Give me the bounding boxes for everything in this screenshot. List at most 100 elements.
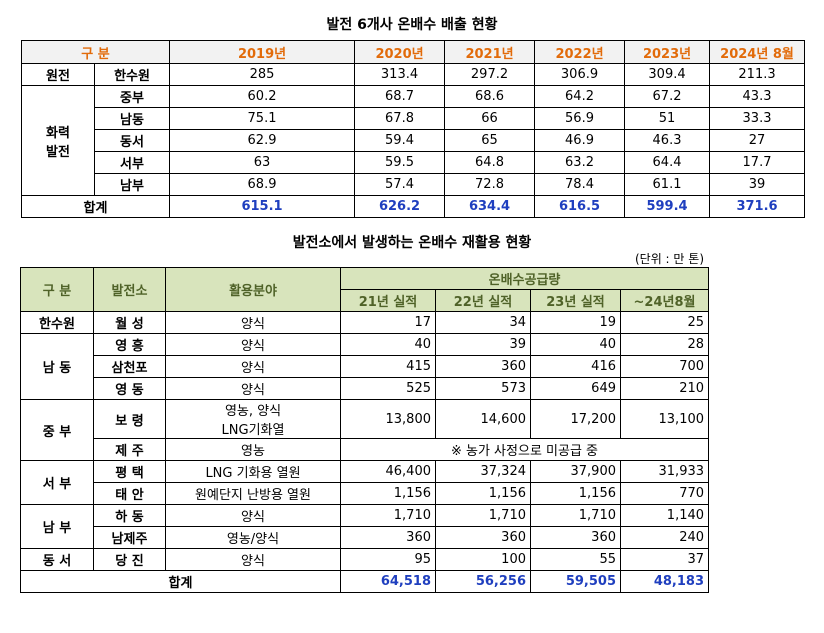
cell-line: 양식	[241, 383, 265, 398]
group-cell: 중 부	[20, 399, 94, 461]
total-cell: 56,256	[435, 570, 531, 593]
value-cell: 1,156	[530, 482, 621, 505]
use-cell: 양식	[165, 504, 341, 527]
header-cell: 2019년	[169, 40, 356, 64]
value-cell: 25	[619, 311, 710, 334]
data-row: 남부 68.9 57.4 72.8 78.4 61.1 39	[22, 173, 806, 196]
total-cell: 48,183	[619, 570, 710, 593]
group-cell: 남 동	[20, 333, 94, 400]
cell-line: 영농/양식	[226, 532, 280, 547]
group-cell: 한수원	[20, 311, 94, 334]
value-cell: 360	[435, 355, 531, 378]
header-cell: 22년 실적	[435, 289, 531, 312]
value-cell: 100	[435, 548, 531, 571]
value-cell: 285	[169, 63, 356, 86]
use-cell: 양식	[165, 377, 341, 400]
value-cell: 68.7	[354, 85, 446, 108]
total-cell: 626.2	[354, 195, 446, 218]
total-row: 합계 615.1 626.2 634.4 616.5 599.4 371.6	[20, 195, 806, 218]
value-cell: 39	[709, 173, 806, 196]
total-row: 합계 64,518 56,256 59,505 48,183	[20, 570, 710, 593]
data-row: 남제주 영농/양식 360 360 360 240	[21, 526, 710, 549]
header-cell: 온배수공급량	[339, 267, 710, 290]
value-cell: 60.2	[169, 85, 356, 108]
name-cell: 한수원	[93, 63, 171, 86]
value-cell: 62.9	[169, 129, 356, 152]
value-cell: 210	[619, 377, 710, 400]
data-row: 한수원 월 성 양식 17 34 19 25	[20, 311, 710, 334]
plant-cell: 삼천포	[93, 355, 166, 378]
value-cell: 1,710	[530, 504, 621, 527]
header-cell: 활용분야	[165, 267, 341, 312]
value-cell: 360	[435, 526, 531, 549]
cell-line: 화력	[46, 125, 70, 141]
value-cell: 770	[619, 482, 710, 505]
value-cell: 95	[340, 548, 436, 571]
header-cell: 구 분	[20, 40, 171, 64]
header-cell: 2024년 8월	[709, 40, 806, 64]
use-cell: 양식	[165, 355, 341, 378]
value-cell: 211.3	[709, 63, 806, 86]
use-cell: 영농, 양식 LNG기화열	[165, 399, 341, 439]
value-cell: 1,710	[340, 504, 436, 527]
plant-cell: 월 성	[93, 311, 166, 334]
value-cell: 13,800	[340, 399, 436, 439]
value-cell: 360	[340, 526, 436, 549]
total-cell: 371.6	[709, 195, 806, 218]
table-title: 발전소에서 발생하는 온배수 재활용 현황	[292, 235, 532, 251]
value-cell: 360	[530, 526, 621, 549]
value-cell: 17,200	[530, 399, 621, 439]
value-cell: 1,156	[435, 482, 531, 505]
group-cell: 동 서	[20, 548, 94, 571]
data-row: 삼천포 양식 415 360 416 700	[21, 355, 710, 378]
cell-line: LNG 기화용 열원	[205, 466, 301, 481]
value-cell: 649	[530, 377, 621, 400]
cell-line: 양식	[241, 554, 265, 569]
value-cell: 72.8	[444, 173, 536, 196]
value-cell: 27	[709, 129, 806, 152]
total-cell: 599.4	[624, 195, 711, 218]
header-row: 구 분 2019년 2020년 2021년 2022년 2023년 2024년 8월	[20, 40, 806, 64]
header-cell: 발전소	[93, 267, 166, 312]
value-cell: 67.2	[624, 85, 711, 108]
total-cell: 616.5	[534, 195, 626, 218]
total-label: 합계	[20, 195, 171, 218]
value-cell: 40	[340, 333, 436, 356]
use-cell: 원예단지 난방용 열원	[165, 482, 341, 505]
name-cell: 서부	[93, 151, 171, 174]
cell-line: 발전	[46, 144, 70, 160]
value-cell: 64.4	[624, 151, 711, 174]
value-cell: 59.5	[354, 151, 446, 174]
value-cell: 525	[340, 377, 436, 400]
value-cell: 34	[435, 311, 531, 334]
total-cell: 634.4	[444, 195, 536, 218]
value-cell: 46,400	[340, 460, 436, 483]
value-cell: 240	[619, 526, 710, 549]
value-cell: 46.9	[534, 129, 626, 152]
value-cell: 75.1	[169, 107, 356, 130]
value-cell: 573	[435, 377, 531, 400]
plant-cell: 평 택	[93, 460, 166, 483]
value-cell: 1,140	[619, 504, 710, 527]
header-row: 구 분 발전소 활용분야 온배수공급량	[20, 267, 710, 312]
total-label: 합계	[20, 570, 341, 593]
unit-note: (단위 : 만 톤)	[634, 252, 704, 266]
plant-cell: 하 동	[93, 504, 166, 527]
value-cell: 64.8	[444, 151, 536, 174]
data-row: 서부 63 59.5 64.8 63.2 64.4 17.7	[22, 151, 806, 174]
cell-line: 양식	[241, 361, 265, 376]
value-cell: 37,900	[530, 460, 621, 483]
header-cell: 2020년	[354, 40, 446, 64]
header-cell: 21년 실적	[340, 289, 436, 312]
value-cell: 68.6	[444, 85, 536, 108]
plant-cell: 태 안	[93, 482, 166, 505]
value-cell: 66	[444, 107, 536, 130]
note-cell: ※ 농가 사정으로 미공급 중	[339, 438, 710, 461]
header-cell: 구 분	[20, 267, 94, 312]
group-cell: 남 부	[20, 504, 94, 549]
